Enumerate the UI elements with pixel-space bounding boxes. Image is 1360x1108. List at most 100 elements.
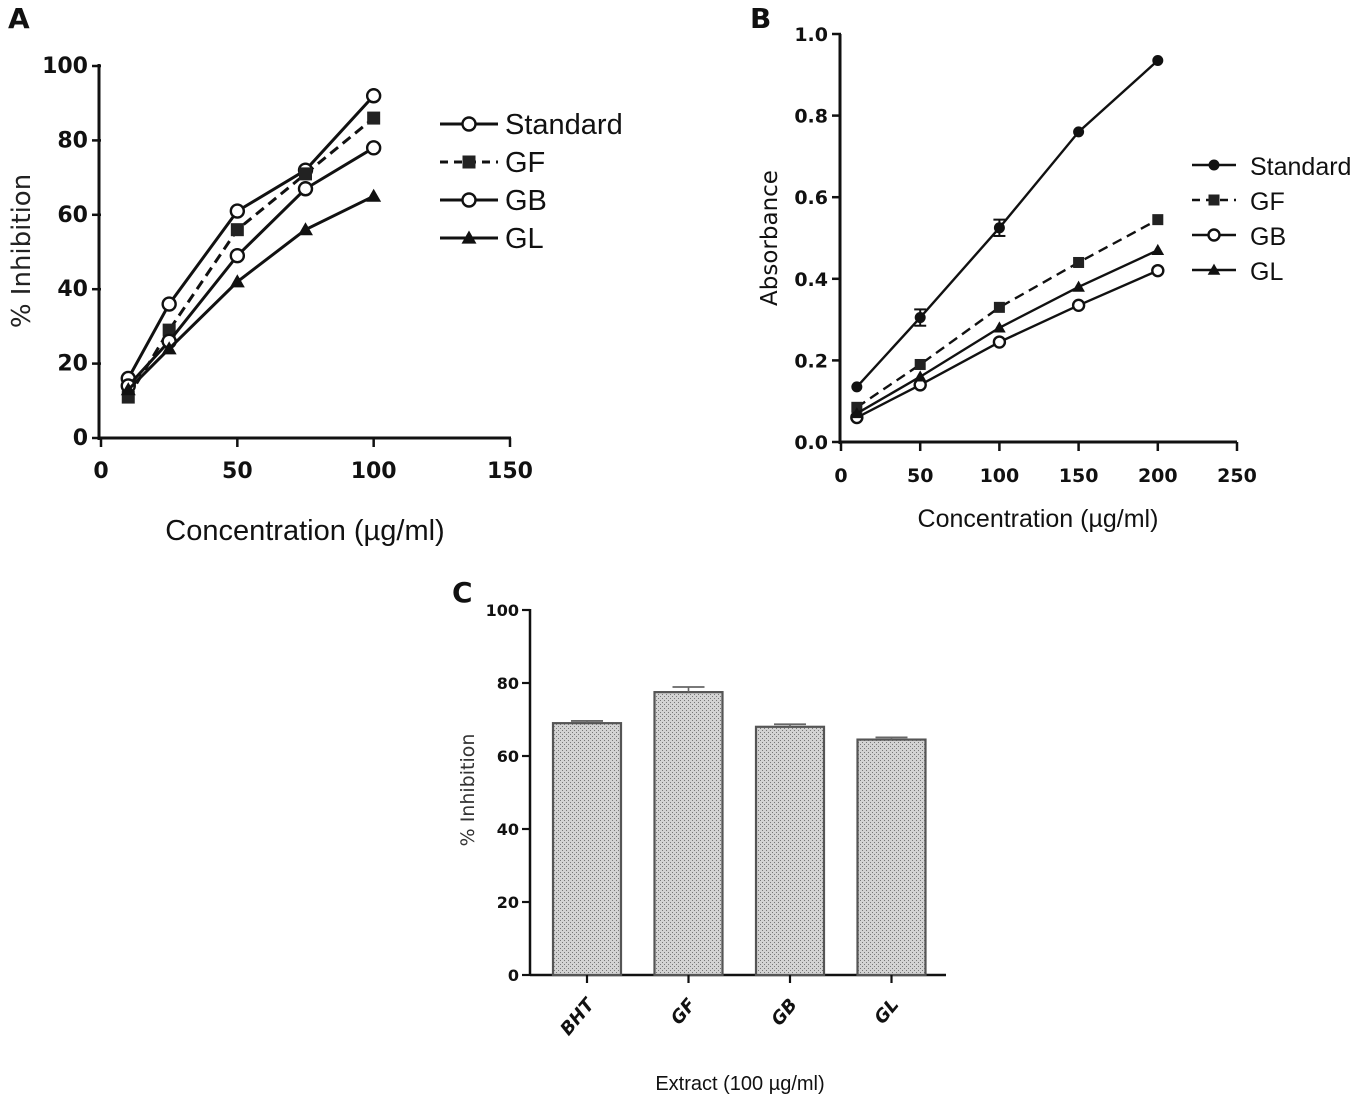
panel-c-category-bht: BHT [556,993,600,1039]
panel-a-series-gb-point [297,181,314,197]
panel-c-y-ticks: 0 20 40 60 80 100 [486,601,530,985]
panel-c-bars [551,686,927,977]
panel-b-legend-gl-marker [1207,263,1221,275]
panel-c-category-gb: GB [767,995,801,1030]
panel-a-series-gf-point [299,167,312,181]
panel-c-chart: C 0 20 40 60 80 100 BHT GF GB GL Extract (100 µg… [452,576,946,1095]
panel-b-ytick-label: 0.0 [794,432,828,454]
panel-c-y-axis-title: % Inhibition [457,734,479,847]
panel-a-series-gf-point [162,323,176,337]
panel-b-ytick-label: 1.0 [794,24,828,46]
panel-a-ytick-label: 60 [57,203,88,228]
panel-a-ytick-label: 40 [57,277,88,302]
panel-b-series-gf-point [1152,214,1164,226]
panel-a-series [120,88,382,404]
panel-b-series-gl-point [1072,280,1085,292]
panel-c-x-categories: BHT GF GB GL [556,975,903,1040]
panel-c-category-gf: GF [667,994,701,1029]
panel-b-y-ticks: 0.0 0.2 0.4 0.6 0.8 1.0 [794,24,841,454]
panel-b-chart: B 0.0 0.2 0.4 0.6 0.8 1.0 0 50 100 150 200 250 Con… [750,2,1351,533]
panel-b-xtick-label: 250 [1217,465,1257,487]
panel-a-xtick-label: 100 [351,459,397,484]
panel-b-legend-standard-marker [1208,159,1220,171]
panel-b-series [850,55,1165,425]
panel-b-letter: B [750,2,771,35]
panel-c-category-gl: GL [870,995,903,1029]
panel-c-ytick-label: 100 [486,601,519,620]
panel-a-xtick-label: 0 [93,459,108,484]
panel-a-xtick-label: 50 [222,459,253,484]
panel-b-series-gl-point [913,370,927,382]
panel-a-series-gl-line [127,194,375,391]
panel-b-legend-gb-marker [1207,228,1221,242]
panel-b-legend: Standard GF GB GL [1192,153,1351,286]
panel-a-y-axis-title: % Inhibition [7,174,37,328]
panel-a-series-standard-point [229,203,246,219]
panel-a-xtick-label: 150 [487,459,533,484]
panel-b-legend-gl-label: GL [1250,258,1283,286]
panel-a-x-ticks: 0 50 100 150 [93,438,533,484]
panel-a-legend-standard-marker [461,116,477,132]
panel-b-series-standard-point [1073,126,1085,138]
panel-b-ytick-label: 0.4 [794,269,828,291]
panel-a-series-gl-point [366,188,382,202]
panel-b-series-standard-point [993,222,1005,234]
panel-b-xtick-label: 100 [980,465,1020,487]
panel-a-series-gb-point [229,248,246,264]
panel-a-legend-standard-label: Standard [505,109,623,141]
panel-b-x-axis-title: Concentration (µg/ml) [918,505,1159,533]
panel-b-xtick-label: 150 [1059,465,1099,487]
panel-b-series-gf-point [1073,256,1085,268]
panel-b-series-gl-point [1151,243,1165,255]
panel-a-ytick-label: 0 [73,426,88,451]
panel-b-series-gl-point [993,321,1006,333]
panel-a-ytick-label: 80 [57,128,88,153]
panel-a-x-axis-title: Concentration (µg/ml) [165,515,444,547]
panel-a-series-gl-point [298,222,313,236]
panel-c-bar-gf [653,691,724,977]
panel-a-legend: Standard GF GB GL [440,109,623,255]
panel-b-xtick-label: 200 [1138,465,1178,487]
panel-a-ytick-label: 100 [42,54,88,79]
panel-b-xtick-label: 50 [907,465,933,487]
panel-b-ytick-label: 0.8 [794,106,828,128]
panel-b-ytick-label: 0.2 [794,350,828,372]
panel-c-ytick-label: 20 [497,893,519,912]
panel-a-series-standard-point [161,296,177,312]
panel-a-series-gl-point [120,382,136,396]
panel-c-ytick-label: 80 [497,674,519,693]
panel-a-ytick-label: 20 [57,352,88,377]
panel-b-legend-gf-marker [1208,194,1220,206]
panel-b-series-gb-point [1071,298,1086,313]
panel-c-ytick-label: 40 [497,820,519,839]
panel-b-series-gf-line [856,218,1159,409]
panel-b-series-standard-point [914,312,926,324]
panel-b-series-standard-point [1152,55,1164,67]
panel-b-series-gl-line [856,249,1159,415]
panel-b-series-gb-line [856,269,1159,419]
panel-b-x-ticks: 0 50 100 150 200 250 [834,442,1257,487]
panel-b-xtick-label: 0 [834,465,847,487]
panel-a-chart: A 0 20 40 60 80 100 0 50 100 150 Concentration (… [7,2,623,547]
panel-a-series-gl-point [229,274,245,288]
panel-a-series-gf-point [230,223,244,237]
panel-c-x-axis-title: Extract (100 µg/ml) [655,1073,824,1095]
panel-c-bar-gb [754,725,826,977]
panel-c-letter: C [452,576,473,609]
panel-a-letter: A [8,2,30,35]
panel-a-y-ticks: 0 20 40 60 80 100 [42,54,101,451]
panel-a-legend-gb-marker [461,192,477,208]
panel-a-legend-gl-marker [461,230,477,244]
panel-c-bar-bht [551,722,623,977]
panel-a-legend-gl-label: GL [505,223,544,255]
panel-c-bar-gl [856,738,927,977]
panel-b-y-axis-title: Absorbance [757,170,783,306]
panel-b-legend-standard-label: Standard [1250,153,1351,181]
panel-a-series-gb-point [365,140,382,156]
panel-b-series-gf-point [993,301,1005,313]
panel-a-legend-gf-marker [462,155,476,169]
panel-b-series-gf-point [914,358,926,370]
panel-c-ytick-label: 0 [508,966,519,985]
panel-b-series-standard-point [851,381,863,393]
